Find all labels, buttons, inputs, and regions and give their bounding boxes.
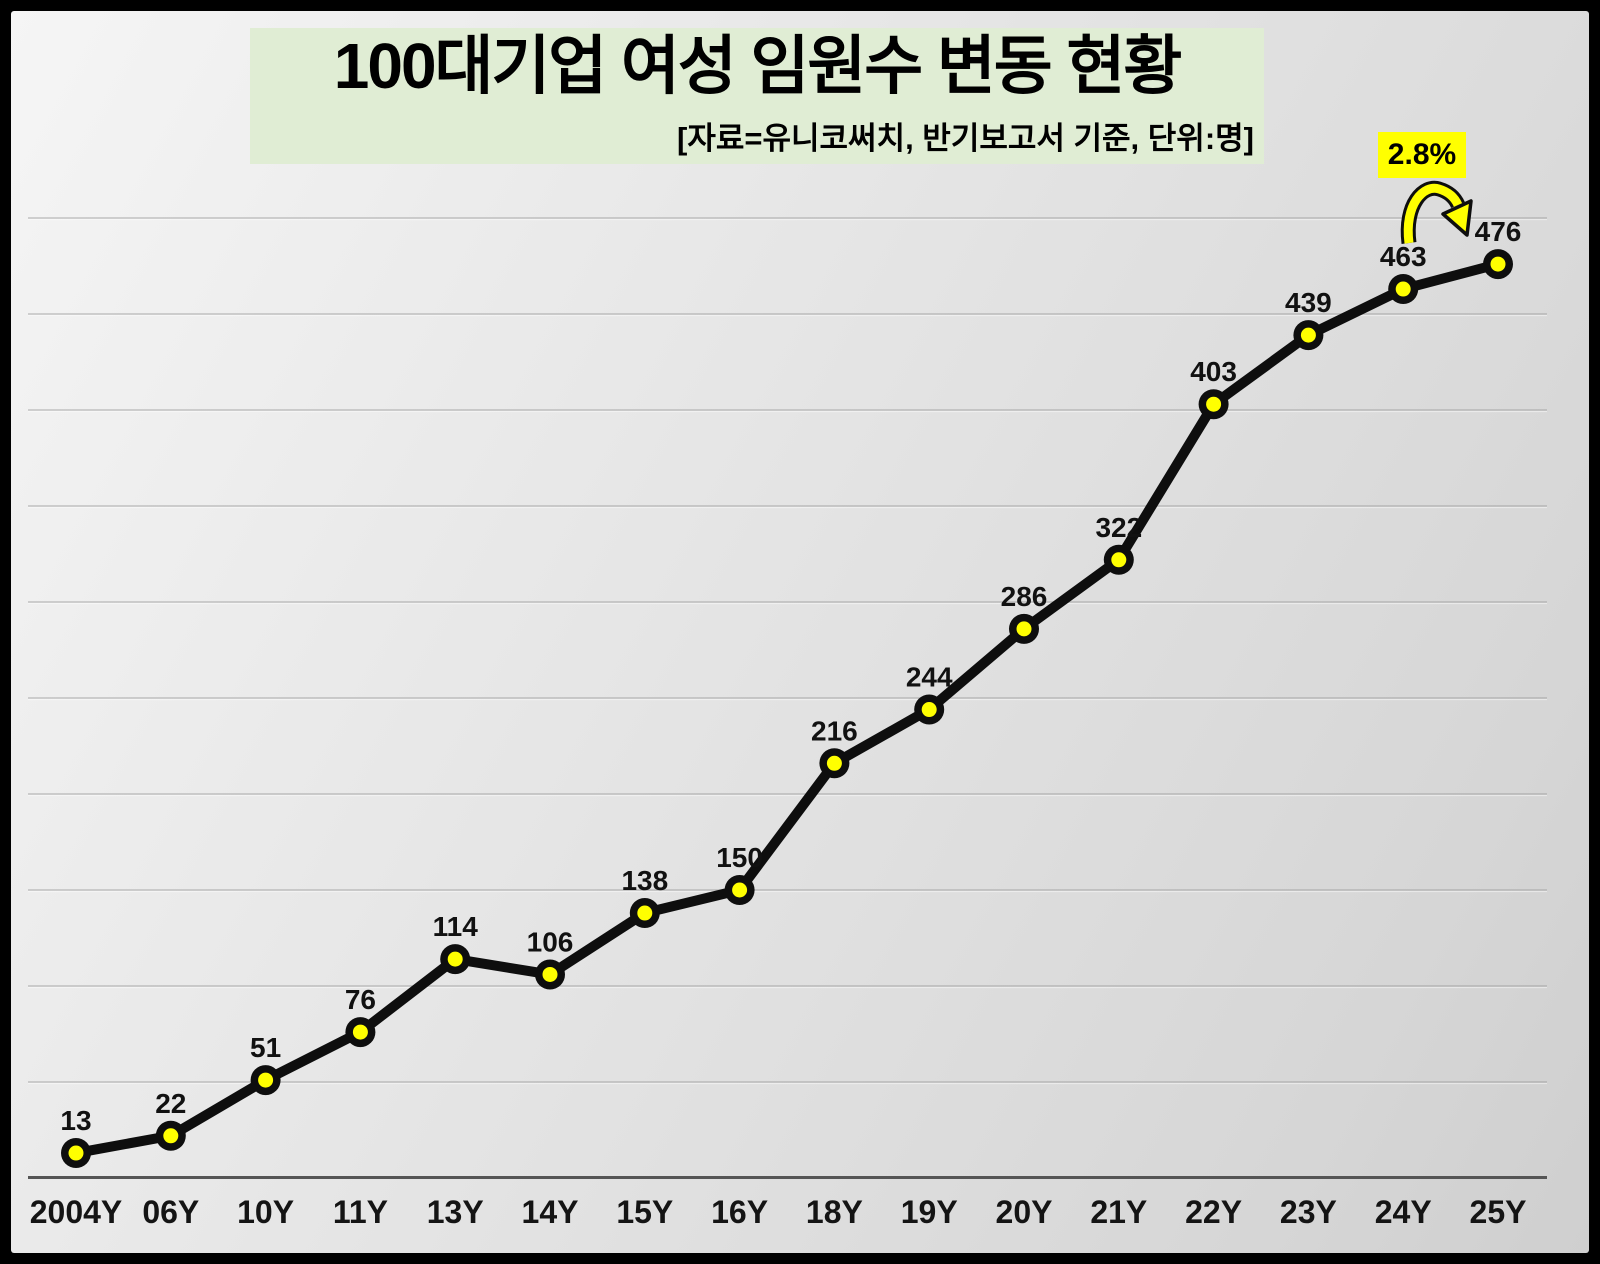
data-label: 114	[433, 911, 479, 942]
data-point	[352, 1024, 368, 1040]
data-label: 476	[1475, 216, 1522, 247]
data-label: 106	[527, 926, 574, 957]
data-label: 244	[906, 662, 953, 693]
percent-change-badge: 2.8%	[1378, 132, 1466, 178]
data-label: 439	[1285, 287, 1332, 318]
data-label: 22	[155, 1088, 186, 1119]
x-tick-label: 2004Y	[30, 1194, 123, 1230]
data-point	[637, 905, 653, 921]
x-tick-label: 24Y	[1375, 1194, 1432, 1230]
data-point	[1016, 621, 1032, 637]
x-tick-label: 23Y	[1280, 1194, 1337, 1230]
data-point	[447, 951, 463, 967]
x-tick-label: 22Y	[1185, 1194, 1242, 1230]
arrow-body	[1403, 183, 1463, 244]
x-tick-label: 19Y	[901, 1194, 958, 1230]
data-point	[921, 702, 937, 718]
data-label: 216	[811, 715, 858, 746]
x-tick-label: 13Y	[427, 1194, 484, 1230]
chart-title: 100대기업 여성 임원수 변동 현황	[333, 30, 1182, 102]
data-point	[258, 1072, 274, 1088]
data-label: 463	[1380, 241, 1427, 272]
chart-subtitle: [자료=유니코써치, 반기보고서 기준, 단위:명]	[677, 120, 1254, 156]
data-point	[826, 755, 842, 771]
data-label: 403	[1190, 356, 1237, 387]
x-tick-label: 21Y	[1090, 1194, 1147, 1230]
x-tick-label: 11Y	[333, 1194, 388, 1230]
x-tick-label: 14Y	[522, 1194, 579, 1230]
data-label: 150	[716, 842, 763, 873]
x-tick-label: 15Y	[616, 1194, 673, 1230]
data-point	[1395, 281, 1411, 297]
arrow-head	[1441, 199, 1473, 237]
data-point	[1300, 327, 1316, 343]
x-tick-label: 20Y	[996, 1194, 1053, 1230]
curved-increase-arrow-icon	[1400, 180, 1473, 244]
x-tick-label: 16Y	[711, 1194, 768, 1230]
data-label: 76	[345, 984, 376, 1015]
data-point	[1490, 256, 1506, 272]
data-label: 51	[250, 1032, 281, 1063]
data-point	[68, 1145, 84, 1161]
data-point	[732, 882, 748, 898]
x-tick-label: 10Y	[237, 1194, 294, 1230]
data-point	[163, 1128, 179, 1144]
x-tick-label: 25Y	[1470, 1194, 1527, 1230]
title-banner: 100대기업 여성 임원수 변동 현황 [자료=유니코써치, 반기보고서 기준,…	[250, 28, 1264, 164]
data-point	[1111, 552, 1127, 568]
x-tick-label: 18Y	[806, 1194, 863, 1230]
data-label: 322	[1095, 512, 1142, 543]
data-label: 286	[1001, 581, 1048, 612]
data-point	[1206, 396, 1222, 412]
data-label: 13	[60, 1105, 91, 1136]
x-tick-label: 06Y	[142, 1194, 199, 1230]
trend-line	[71, 259, 1503, 1159]
data-label: 138	[621, 865, 668, 896]
data-point	[542, 966, 558, 982]
